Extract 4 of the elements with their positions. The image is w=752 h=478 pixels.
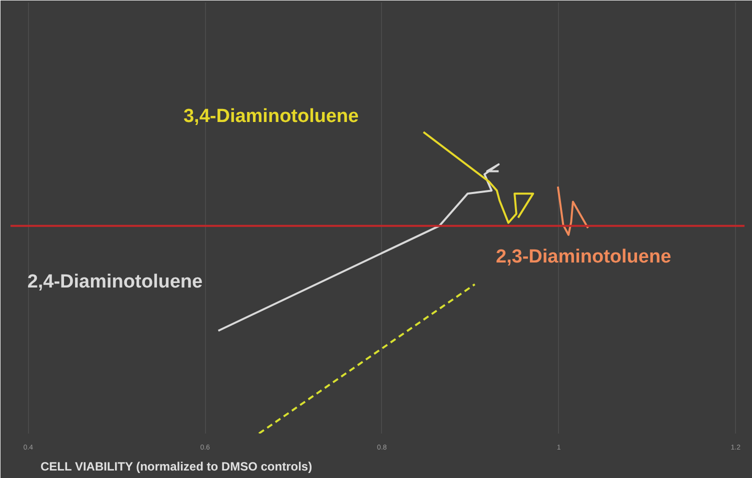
text: 2,4-Diaminotoluene: [27, 272, 203, 293]
text: 3,4-Diaminotoluene: [183, 106, 359, 128]
series-label: 2,3-Diaminotoluene: [496, 246, 672, 268]
x-axis-title: CELL VIABILITY (normalized to DMSO controls): [40, 460, 312, 474]
